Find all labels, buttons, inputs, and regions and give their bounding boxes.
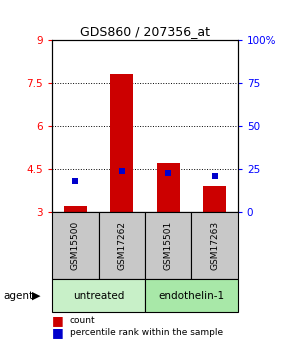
Text: count: count xyxy=(70,316,95,325)
Bar xyxy=(145,212,191,279)
Bar xyxy=(157,163,180,212)
Text: ▶: ▶ xyxy=(32,291,41,301)
Bar xyxy=(110,74,133,212)
Bar xyxy=(145,279,238,312)
Title: GDS860 / 207356_at: GDS860 / 207356_at xyxy=(80,26,210,39)
Text: GSM15501: GSM15501 xyxy=(164,221,173,270)
Text: GSM15500: GSM15500 xyxy=(71,221,80,270)
Bar xyxy=(64,206,87,212)
Text: untreated: untreated xyxy=(73,291,124,301)
Text: ■: ■ xyxy=(52,314,64,327)
Text: percentile rank within the sample: percentile rank within the sample xyxy=(70,328,223,337)
Text: agent: agent xyxy=(3,291,33,301)
Bar xyxy=(52,279,145,312)
Text: ■: ■ xyxy=(52,326,64,339)
Text: endothelin-1: endothelin-1 xyxy=(158,291,224,301)
Bar xyxy=(99,212,145,279)
Text: GSM17262: GSM17262 xyxy=(117,221,126,270)
Text: GSM17263: GSM17263 xyxy=(210,221,219,270)
Bar xyxy=(203,186,226,212)
Bar xyxy=(52,212,99,279)
Bar xyxy=(191,212,238,279)
